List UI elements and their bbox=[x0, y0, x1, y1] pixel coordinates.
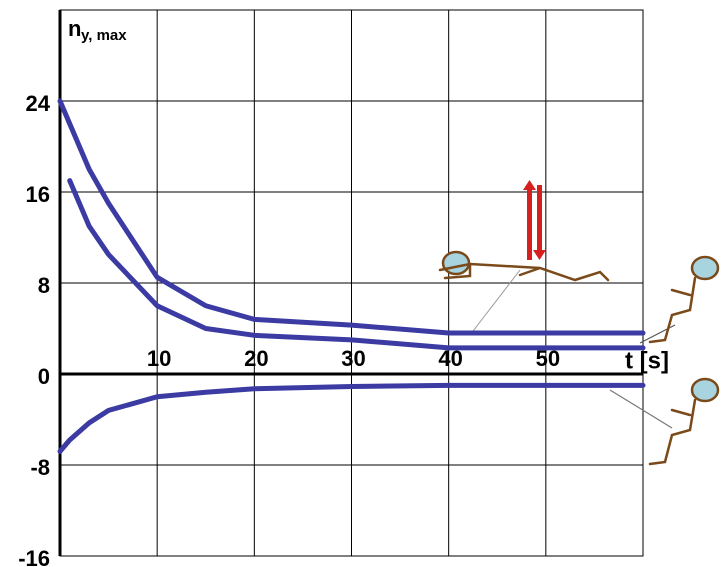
data-line bbox=[67, 178, 646, 351]
y-tick-label: -8 bbox=[30, 455, 50, 480]
data-line bbox=[57, 382, 646, 454]
y-tick-label: 24 bbox=[26, 91, 51, 116]
x-tick-label: 30 bbox=[341, 346, 365, 371]
x-axis-label: t [s] bbox=[625, 347, 669, 374]
y-axis-label-subscript: y, max bbox=[81, 27, 127, 44]
x-tick-label: 10 bbox=[147, 346, 171, 371]
y-tick-label: -16 bbox=[18, 546, 50, 567]
y-axis-label: n bbox=[68, 16, 81, 41]
y-tick-label: 0 bbox=[38, 364, 50, 389]
y-tick-label: 16 bbox=[26, 182, 50, 207]
illustration bbox=[438, 180, 720, 466]
data-line bbox=[57, 98, 646, 336]
y-tick-label: 8 bbox=[38, 273, 50, 298]
x-tick-label: 20 bbox=[244, 346, 268, 371]
